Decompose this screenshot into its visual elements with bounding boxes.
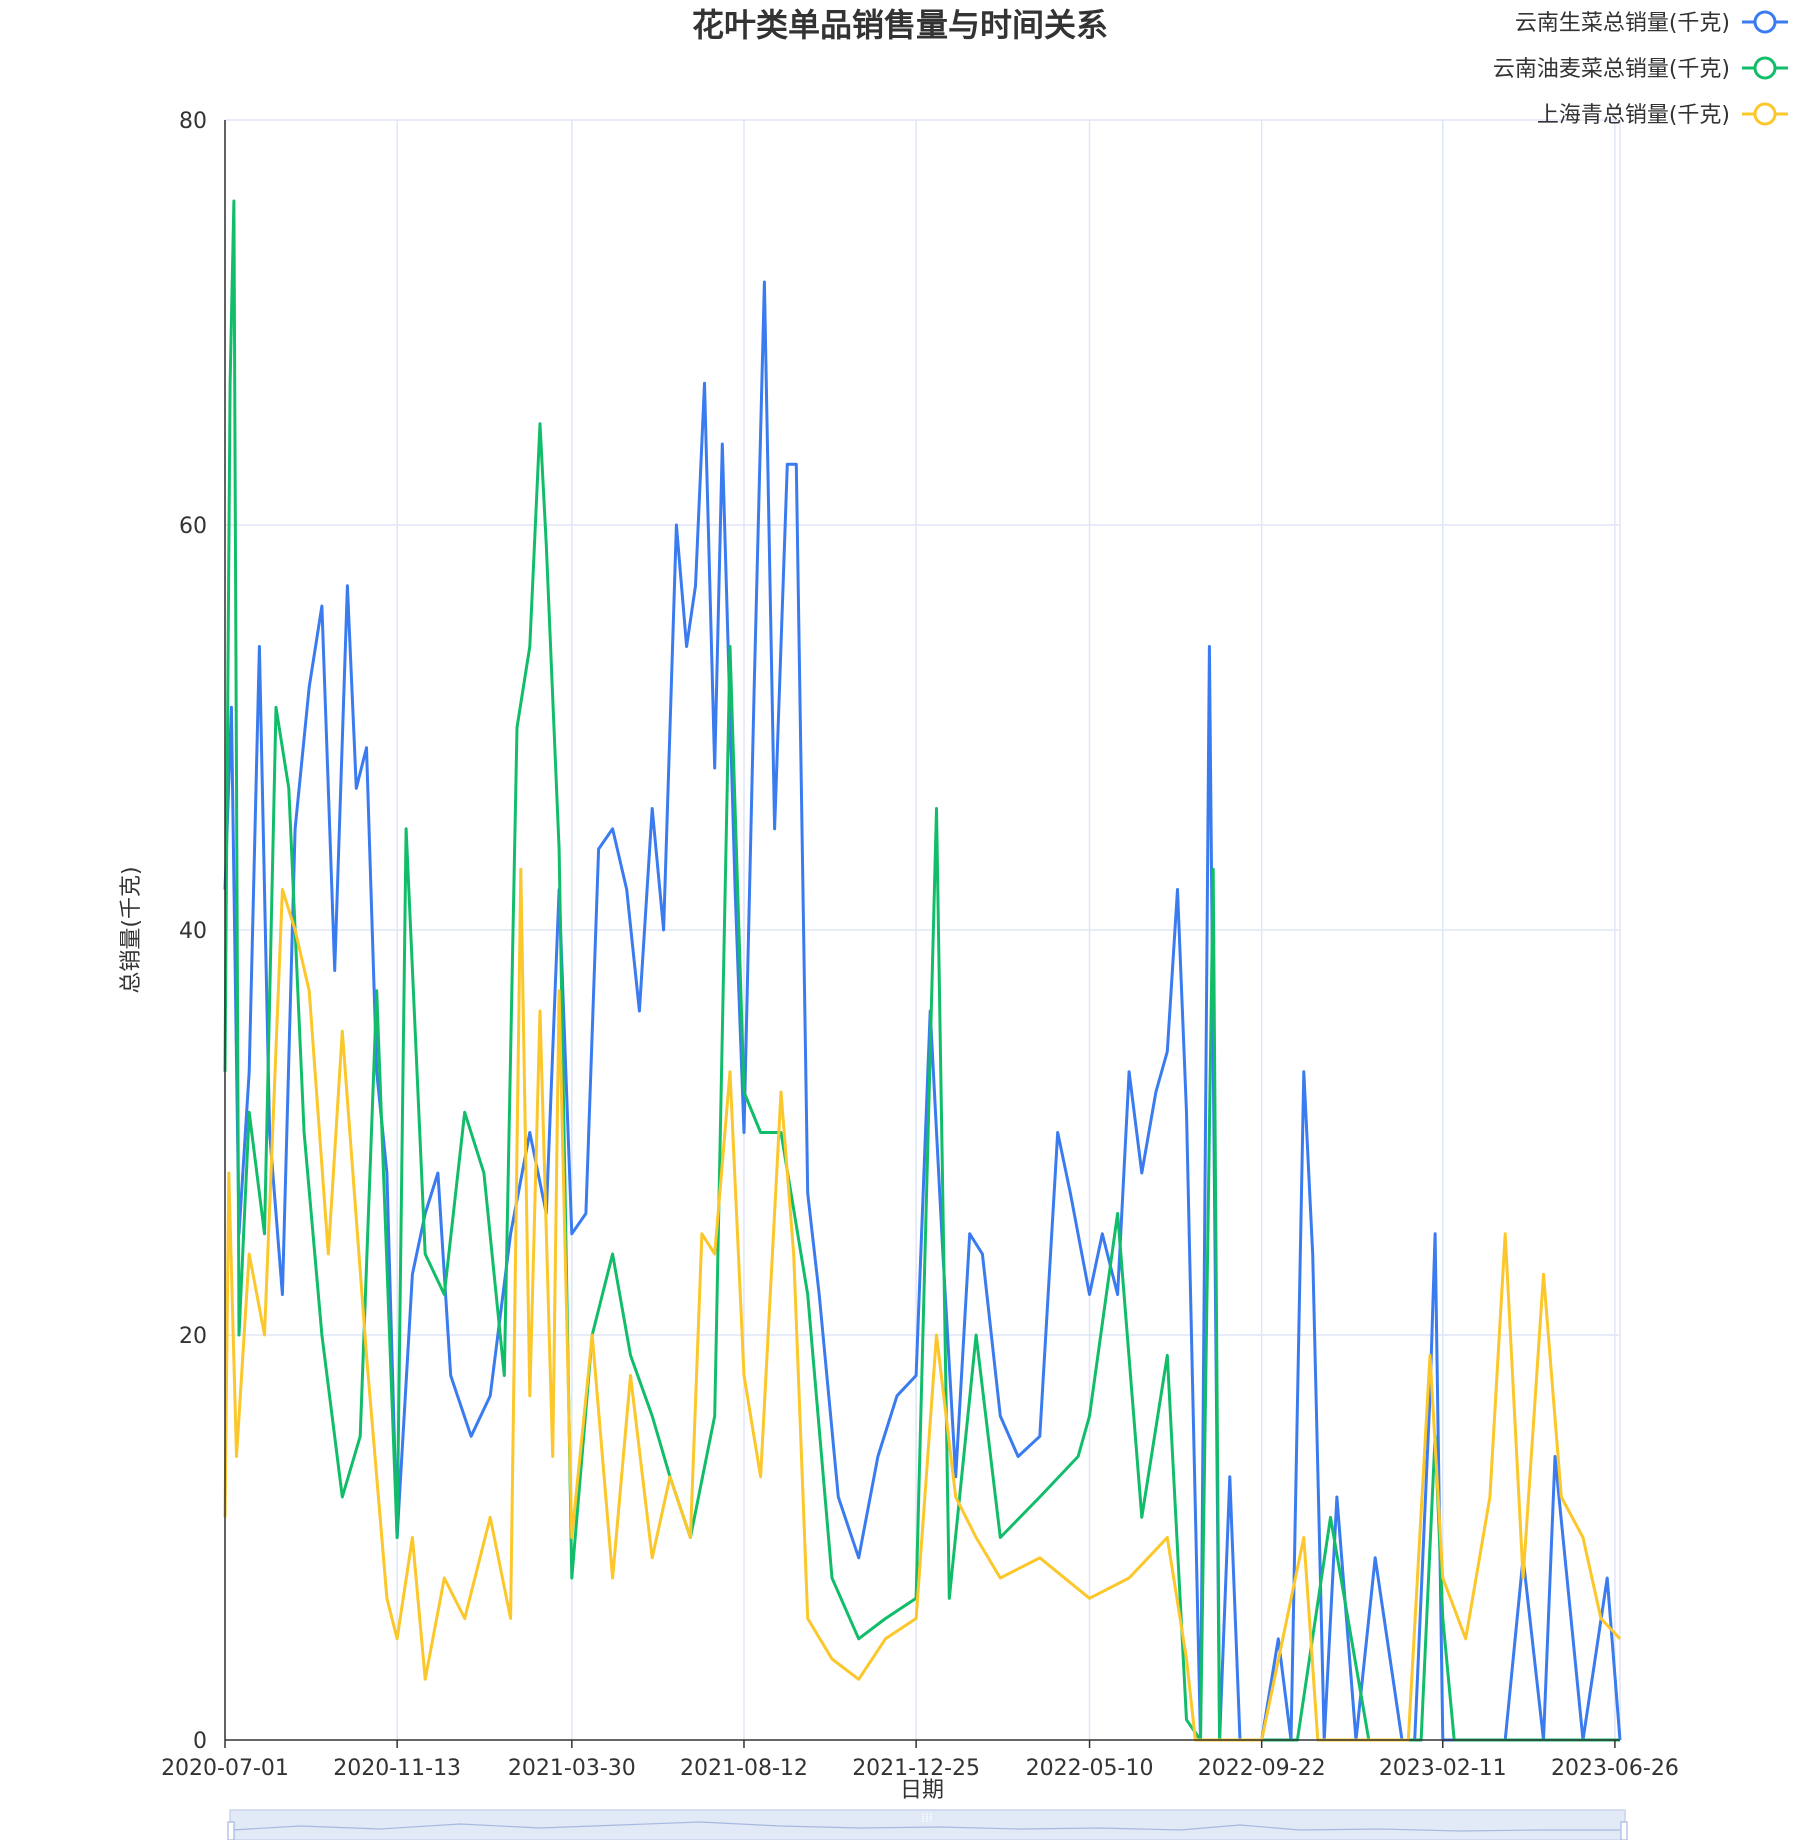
y-tick-label: 20	[179, 1324, 207, 1349]
x-tick-labels: 2020-07-01 2020-11-13 2021-03-30 2021-08-12…	[161, 1740, 1679, 1781]
x-tick-label: 2021-12-25	[852, 1756, 980, 1781]
y-tick-label: 40	[179, 919, 207, 944]
y-tick-label: 60	[179, 514, 207, 539]
series-line-2[interactable]	[223, 199, 1620, 1742]
series-line-1[interactable]	[223, 280, 1622, 1742]
x-tick-label: 2020-11-13	[333, 1756, 461, 1781]
y-tick-label: 80	[179, 109, 207, 134]
legend-label: 云南生菜总销量(千克)	[1515, 11, 1730, 36]
data-zoom-preview	[231, 1821, 1620, 1832]
x-axis-label: 日期	[900, 1778, 944, 1803]
legend-item-1[interactable]: 云南生菜总销量(千克)	[1515, 10, 1788, 36]
data-zoom-grip-icon[interactable]: ⁞⁞⁞	[921, 1811, 932, 1825]
data-zoom-handle-right[interactable]	[1620, 1821, 1628, 1841]
series-lines	[223, 199, 1622, 1742]
x-tick-label: 2022-05-10	[1026, 1756, 1154, 1781]
y-tick-labels: 0 20 40 60 80	[179, 109, 207, 1754]
legend-label: 上海青总销量(千克)	[1537, 103, 1730, 128]
x-tick-label: 2023-06-26	[1551, 1756, 1679, 1781]
x-tick-label: 2023-02-11	[1379, 1756, 1507, 1781]
y-axis-label: 总销量(千克)	[119, 866, 144, 993]
legend-item-2[interactable]: 云南油麦菜总销量(千克)	[1493, 56, 1788, 82]
data-zoom-slider[interactable]: ⁞⁞⁞	[227, 1809, 1628, 1841]
grid-lines	[224, 119, 1621, 1740]
legend-label: 云南油麦菜总销量(千克)	[1493, 57, 1730, 82]
legend: 云南生菜总销量(千克) 云南油麦菜总销量(千克) 上海青总销量(千克)	[1493, 10, 1788, 128]
data-zoom-track[interactable]	[229, 1809, 1626, 1841]
chart-title: 花叶类单品销售量与时间关系	[692, 6, 1108, 44]
y-tick-label: 0	[193, 1729, 207, 1754]
axes	[224, 120, 1620, 1741]
legend-circle-icon	[1753, 10, 1777, 34]
legend-item-3[interactable]: 上海青总销量(千克)	[1537, 102, 1788, 128]
legend-circle-icon	[1753, 102, 1777, 126]
x-tick-label: 2021-03-30	[508, 1756, 636, 1781]
data-zoom-handle-left[interactable]	[227, 1821, 235, 1841]
x-tick-label: 2020-07-01	[161, 1756, 289, 1781]
legend-circle-icon	[1753, 56, 1777, 80]
x-tick-label: 2022-09-22	[1198, 1756, 1326, 1781]
x-tick-label: 2021-08-12	[680, 1756, 808, 1781]
